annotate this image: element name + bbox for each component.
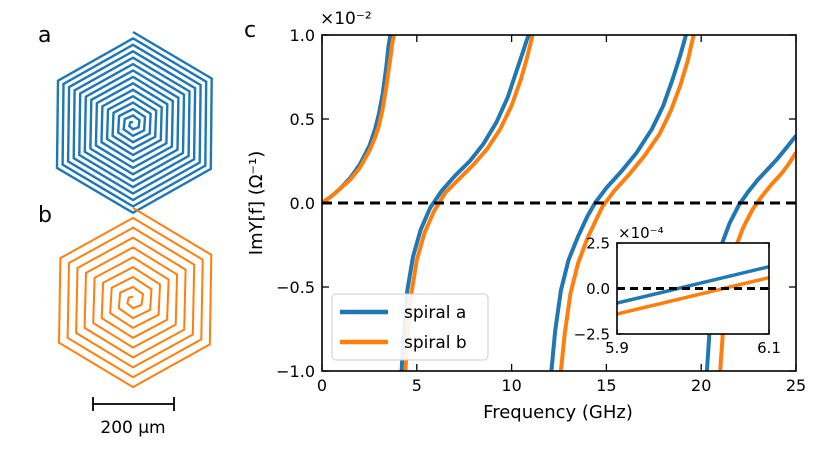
inset-x-tick-label: 5.9 <box>605 339 629 357</box>
main-axes: 0 5 10 15 20 25 −1.0 −0.5 0.0 0.5 1.0 <box>276 26 806 395</box>
main-y-tick-label: 1.0 <box>290 26 315 45</box>
y-multiplier: ×10⁻² <box>320 9 372 29</box>
main-x-tick-label: 15 <box>596 376 616 395</box>
main-series-spiral-b-branch-0 <box>322 35 396 205</box>
main-series-spiral-a-branch-2 <box>549 35 688 371</box>
inset-background <box>617 243 769 334</box>
main-x-tick-label: 20 <box>691 376 711 395</box>
main-chart: 0 5 10 15 20 25 −1.0 −0.5 0.0 0.5 1.0 ×10⁻² Freque… <box>246 9 806 423</box>
inset-axes: 5.9 6.1 −2.5 0.0 2.5 <box>574 234 781 357</box>
main-x-tick-label: 5 <box>412 376 422 395</box>
main-series-spiral-b-branch-2 <box>558 35 696 371</box>
panel-label-c: c <box>244 18 256 43</box>
legend: spiral a spiral b <box>331 293 489 361</box>
inset-series-spiral-a-branch-0 <box>617 264 769 305</box>
scale-bar-label: 200 µm <box>100 418 165 438</box>
spiral-b-illustration <box>57 207 213 389</box>
legend-label-spiral-a: spiral a <box>404 303 466 323</box>
inset-curves <box>617 264 769 316</box>
panel-label-a: a <box>38 23 51 48</box>
main-x-tick-label: 25 <box>786 376 806 395</box>
spiral-b-trace <box>57 207 213 389</box>
inset-series-spiral-b-branch-0 <box>617 275 769 316</box>
main-x-tick-label: 10 <box>501 376 521 395</box>
main-series-spiral-a-branch-1 <box>399 35 531 371</box>
main-y-tick-label: −1.0 <box>276 362 315 381</box>
main-y-tick-label: 0.5 <box>290 110 315 129</box>
legend-label-spiral-b: spiral b <box>404 333 467 353</box>
spiral-a-illustration <box>55 30 213 215</box>
inset-x-tick-label: 6.1 <box>757 339 781 357</box>
scale-bar: 200 µm <box>92 397 175 438</box>
inset-chart: 5.9 6.1 −2.5 0.0 2.5 ×10⁻⁴ <box>574 224 781 357</box>
inset-y-tick-label: 0.0 <box>586 280 610 298</box>
main-y-tick-label: −0.5 <box>276 278 315 297</box>
main-x-tick-label: 0 <box>317 376 327 395</box>
spiral-a-trace <box>55 30 213 215</box>
inset-y-tick-label: 2.5 <box>586 234 610 252</box>
x-axis-label: Frequency (GHz) <box>483 402 633 423</box>
main-y-tick-label: 0.0 <box>290 194 315 213</box>
main-series-spiral-b-branch-1 <box>403 35 535 371</box>
inset-y-multiplier: ×10⁻⁴ <box>618 224 664 242</box>
y-axis-label: ImY[f] (Ω⁻¹) <box>246 151 267 255</box>
panel-label-b: b <box>38 203 52 228</box>
inset-y-tick-label: −2.5 <box>574 325 610 343</box>
